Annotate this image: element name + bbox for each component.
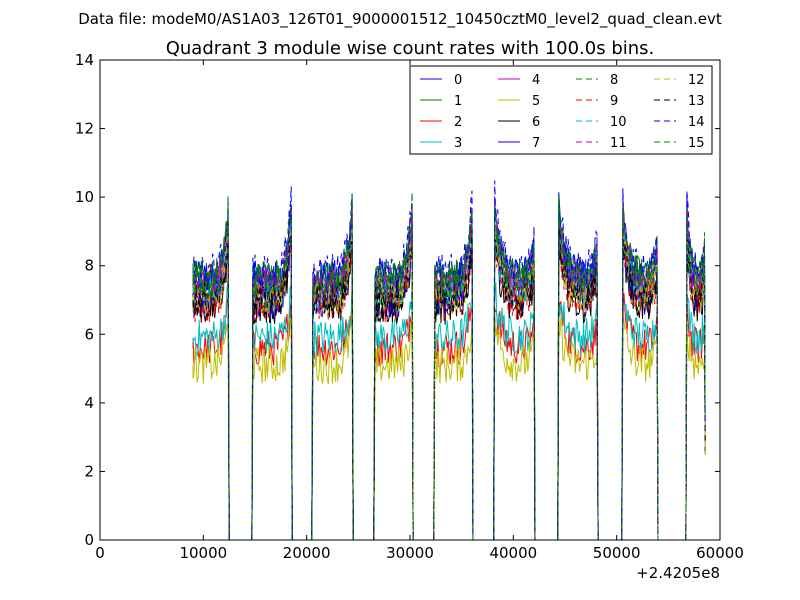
legend-label-11: 11 — [610, 136, 627, 151]
legend-label-13: 13 — [688, 94, 705, 109]
y-tick-label-4: 8 — [84, 257, 94, 275]
series-line-15 — [192, 192, 706, 540]
legend-label-10: 10 — [610, 115, 627, 130]
y-tick-label-0: 0 — [84, 531, 94, 549]
ticks-layer: 0 10000 20000 30000 40000 50000 60000024681012… — [75, 51, 744, 562]
y-tick-label-6: 12 — [75, 120, 94, 138]
x-tick-label-3: 30000 — [386, 544, 434, 562]
series-line-0 — [192, 192, 706, 540]
legend-label-15: 15 — [688, 136, 705, 151]
y-tick-label-7: 14 — [75, 51, 94, 69]
series-layer — [192, 180, 706, 540]
legend-label-14: 14 — [688, 115, 705, 130]
x-tick-label-6: 60000 — [696, 544, 744, 562]
series-line-14 — [192, 180, 706, 540]
legend-label-3: 3 — [454, 136, 462, 151]
y-tick-label-3: 6 — [84, 325, 94, 343]
legend-label-1: 1 — [454, 94, 462, 109]
legend-label-12: 12 — [688, 73, 705, 88]
x-tick-label-5: 50000 — [593, 544, 641, 562]
legend-label-5: 5 — [532, 94, 540, 109]
x-tick-label-4: 40000 — [489, 544, 537, 562]
legend-label-4: 4 — [532, 73, 540, 88]
series-line-5 — [192, 303, 706, 540]
y-tick-label-5: 10 — [75, 188, 94, 206]
x-offset-label: +2.4205e8 — [636, 564, 720, 582]
legend-label-8: 8 — [610, 73, 618, 88]
series-line-3 — [192, 280, 706, 540]
legend-label-9: 9 — [610, 94, 618, 109]
legend-label-2: 2 — [454, 115, 462, 130]
legend-label-0: 0 — [454, 73, 462, 88]
y-tick-label-2: 4 — [84, 394, 94, 412]
legend-label-7: 7 — [532, 136, 540, 151]
series-line-13 — [192, 227, 706, 540]
legend-box — [409, 65, 713, 155]
data-file-label: Data file: modeM0/AS1A03_126T01_90000015… — [78, 10, 722, 29]
chart-title: Quadrant 3 module wise count rates with … — [166, 38, 655, 59]
x-tick-label-0: 0 — [95, 544, 105, 562]
legend-label-6: 6 — [532, 115, 540, 130]
x-tick-label-1: 10000 — [179, 544, 227, 562]
x-tick-label-2: 20000 — [283, 544, 331, 562]
y-tick-label-1: 2 — [84, 462, 94, 480]
